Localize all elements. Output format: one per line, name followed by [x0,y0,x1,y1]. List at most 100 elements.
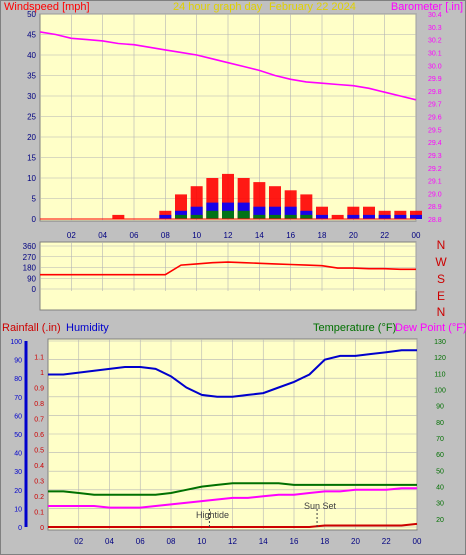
x-tick-label: 08 [161,231,170,240]
temperature-tick: 70 [436,436,444,443]
wind-bar [222,210,234,219]
wind-bar [253,182,266,219]
temperature-tick: 110 [434,371,445,378]
rainfall-tick: 0.6 [34,432,44,439]
wind-bar [159,214,172,219]
wind-bar [284,214,297,219]
windspeed-tick: 35 [27,72,36,81]
wind-bar [363,214,375,219]
wind-bar [190,214,203,219]
rainfall-tick: 0.7 [34,417,44,424]
rainfall-tick: 0.5 [34,448,44,455]
compass-labels: N W S E N [435,238,447,319]
barometer-tick: 30.2 [428,38,442,45]
x-tick-label: 08 [167,537,176,546]
humidity-label: Humidity [66,322,109,334]
wind-bar [394,214,407,219]
sunset-marker: Sun Set [304,501,337,511]
x-tick-label: 02 [74,537,83,546]
temperature-tick: 50 [436,468,444,475]
barometer-tick: 29.7 [428,102,442,109]
humidity-tick: 100 [10,339,22,346]
windspeed-tick: 10 [27,174,36,183]
x-tick-label: 20 [349,231,358,240]
temperature-label: Temperature (°F) [313,322,396,334]
hightide-label: Hightide [196,510,229,520]
compass-e: E [437,289,445,303]
tick-labels: 0202040406060808101012121414161618182020… [10,10,446,546]
barometer-tick: 30.4 [428,12,442,19]
temperature-tick: 100 [434,388,446,395]
rainfall-line [48,522,418,528]
direction-tick: 0 [32,285,37,294]
windspeed-label: Windspeed [mph] [4,1,90,13]
humidity-tick: 80 [14,376,22,383]
wind-bar [206,210,219,219]
x-tick-label: 00 [412,231,421,240]
wind-bar [175,214,187,219]
barometer-tick: 29.3 [428,153,442,160]
barometer-tick: 29.4 [428,140,442,147]
temperature-tick: 40 [436,485,444,492]
temperature-tick: 120 [434,355,446,362]
temperature-tick: 80 [436,420,444,427]
sunset-label: Sun Set [304,501,337,511]
windspeed-tick: 20 [27,133,36,142]
wind-bar [331,214,344,219]
x-tick-label: 10 [197,537,206,546]
windspeed-tick: 40 [27,51,36,60]
x-tick-label: 06 [136,537,145,546]
rainfall-tick: 0.8 [34,401,44,408]
humidity-tick: 60 [14,413,22,420]
windspeed-tick: 25 [27,113,36,122]
x-tick-label: 18 [320,537,329,546]
rainfall-tick: 0.4 [34,463,44,470]
direction-line [40,261,416,276]
windspeed-tick: 15 [27,154,36,163]
temperature-line [48,482,417,496]
compass-n-bottom: N [437,305,446,319]
wind-bar [300,214,313,219]
windspeed-tick: 45 [27,31,36,40]
x-tick-label: 04 [98,231,107,240]
barometer-tick: 29.5 [428,127,442,134]
temperature-tick: 130 [434,339,446,346]
humidity-tick: 50 [14,432,22,439]
humidity-tick: 70 [14,395,22,402]
hightide-marker: Hightide [196,510,229,520]
humidity-tick: 10 [14,506,22,513]
barometer-tick: 29.9 [428,76,442,83]
direction-tick: 90 [27,274,36,283]
x-tick-label: 14 [255,231,264,240]
x-tick-label: 18 [318,231,327,240]
rainfall-tick: 0.2 [34,494,44,501]
barometer-tick: 30.1 [428,50,442,57]
humidity-line [48,349,417,398]
direction-tick: 360 [23,242,37,251]
compass-w: W [435,255,447,269]
x-tick-label: 02 [67,231,76,240]
wind-bar [269,214,281,219]
x-tick-label: 06 [130,231,139,240]
graph-date: February 22 2024 [269,1,356,13]
wind-bar [112,214,125,219]
barometer-tick: 28.9 [428,204,442,211]
rainfall-tick: 0.9 [34,386,44,393]
x-tick-label: 14 [259,537,268,546]
barometer-label: Barometer [.in] [391,1,463,13]
temperature-tick: 20 [436,517,444,524]
windspeed-tick: 5 [32,195,37,204]
x-tick-label: 10 [192,231,201,240]
humidity-tick: 90 [14,358,22,365]
x-tick-label: 22 [380,231,389,240]
temperature-tick: 90 [436,404,444,411]
barometer-tick: 30.0 [428,63,442,70]
wind-bar [347,214,360,219]
x-tick-label: 16 [286,231,295,240]
dewpoint-line [48,487,417,509]
rainfall-tick: 0.3 [34,479,44,486]
rainfall-tick: 1 [40,370,44,377]
barometer-tick: 29.0 [428,191,442,198]
temperature-tick: 60 [436,452,444,459]
